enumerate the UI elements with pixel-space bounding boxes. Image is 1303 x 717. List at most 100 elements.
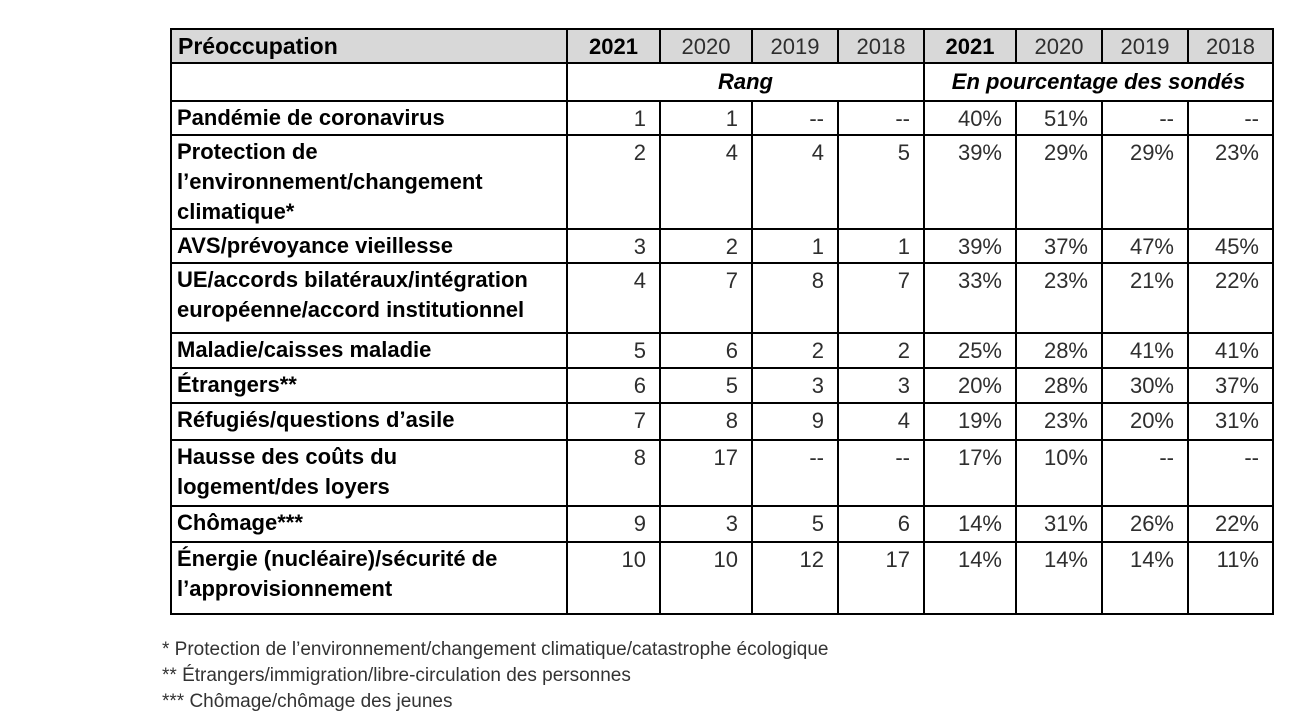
rank-cell: 9 (566, 505, 661, 543)
rank-cell: 2 (566, 134, 661, 230)
rank-cell: 5 (566, 332, 661, 369)
percent-cell: 29% (1015, 134, 1103, 230)
rank-cell: 12 (751, 541, 839, 615)
percent-cell: 29% (1101, 134, 1189, 230)
percent-cell: 26% (1101, 505, 1189, 543)
concern-label: Hausse des coûts du logement/des loyers (170, 439, 568, 507)
percent-cell: 41% (1187, 332, 1274, 369)
rank-cell: 17 (837, 541, 925, 615)
percent-cell: 45% (1187, 228, 1274, 264)
group-header-row: Rang En pourcentage des sondés (170, 62, 1274, 102)
percent-cell: 10% (1015, 439, 1103, 507)
column-header-year-pct-2019: 2019 (1101, 28, 1189, 64)
rank-cell: 5 (659, 367, 753, 404)
column-header-year-pct-2021: 2021 (923, 28, 1017, 64)
percent-cell: 51% (1015, 100, 1103, 136)
percent-cell: 22% (1187, 505, 1274, 543)
table-row: Pandémie de coronavirus 1 1 -- -- 40% 51… (170, 100, 1274, 136)
table-row: UE/accords bilatéraux/intégration europé… (170, 262, 1274, 334)
rank-cell: 2 (659, 228, 753, 264)
percent-cell: 28% (1015, 332, 1103, 369)
table-row: Chômage*** 9 3 5 6 14% 31% 26% 22% (170, 505, 1274, 543)
percent-cell: -- (1101, 439, 1189, 507)
column-header-year-pct-2020: 2020 (1015, 28, 1103, 64)
rank-cell: 1 (751, 228, 839, 264)
percent-cell: 11% (1187, 541, 1274, 615)
percent-cell: 14% (923, 505, 1017, 543)
concerns-table: Préoccupation 2021 2020 2019 2018 2021 2… (170, 28, 1274, 615)
percent-cell: 23% (1015, 402, 1103, 441)
percent-cell: 20% (1101, 402, 1189, 441)
percent-cell: 37% (1187, 367, 1274, 404)
rank-cell: 7 (566, 402, 661, 441)
group-header-percent: En pourcentage des sondés (923, 62, 1274, 102)
concern-label: Maladie/caisses maladie (170, 332, 568, 369)
rank-cell: 10 (566, 541, 661, 615)
footnote: *** Chômage/chômage des jeunes (162, 691, 453, 712)
concern-label: Étrangers** (170, 367, 568, 404)
rank-cell: -- (751, 100, 839, 136)
rank-cell: 8 (566, 439, 661, 507)
column-header-year-rank-2021: 2021 (566, 28, 661, 64)
table-row: Maladie/caisses maladie 5 6 2 2 25% 28% … (170, 332, 1274, 369)
percent-cell: -- (1187, 439, 1274, 507)
rank-cell: -- (837, 100, 925, 136)
table-row: Étrangers** 6 5 3 3 20% 28% 30% 37% (170, 367, 1274, 404)
rank-cell: 4 (837, 402, 925, 441)
concern-label: UE/accords bilatéraux/intégration europé… (170, 262, 568, 334)
column-header-year-pct-2018: 2018 (1187, 28, 1274, 64)
concern-label: AVS/prévoyance vieillesse (170, 228, 568, 264)
percent-cell: 23% (1015, 262, 1103, 334)
percent-cell: 14% (923, 541, 1017, 615)
rank-cell: 10 (659, 541, 753, 615)
rank-cell: 2 (751, 332, 839, 369)
column-header-year-rank-2020: 2020 (659, 28, 753, 64)
concern-label: Réfugiés/questions d’asile (170, 402, 568, 441)
concern-label: Chômage*** (170, 505, 568, 543)
percent-cell: -- (1187, 100, 1274, 136)
footnote: ** Étrangers/immigration/libre-circulati… (162, 665, 631, 686)
table-row: Hausse des coûts du logement/des loyers … (170, 439, 1274, 507)
percent-cell: 22% (1187, 262, 1274, 334)
rank-cell: 6 (837, 505, 925, 543)
percent-cell: 37% (1015, 228, 1103, 264)
column-header-year-rank-2019: 2019 (751, 28, 839, 64)
percent-cell: 21% (1101, 262, 1189, 334)
rank-cell: 1 (566, 100, 661, 136)
concern-label: Pandémie de coronavirus (170, 100, 568, 136)
percent-cell: 47% (1101, 228, 1189, 264)
percent-cell: 39% (923, 134, 1017, 230)
rank-cell: 4 (751, 134, 839, 230)
rank-cell: 1 (837, 228, 925, 264)
percent-cell: 14% (1015, 541, 1103, 615)
percent-cell: 41% (1101, 332, 1189, 369)
rank-cell: 9 (751, 402, 839, 441)
footnote: * Protection de l’environnement/changeme… (162, 639, 829, 660)
percent-cell: 14% (1101, 541, 1189, 615)
table-row: AVS/prévoyance vieillesse 3 2 1 1 39% 37… (170, 228, 1274, 264)
group-header-rank: Rang (566, 62, 925, 102)
rank-cell: 8 (659, 402, 753, 441)
concern-label: Énergie (nucléaire)/sécurité de l’approv… (170, 541, 568, 615)
concern-label: Protection de l’environnement/changement… (170, 134, 568, 230)
percent-cell: 30% (1101, 367, 1189, 404)
rank-cell: -- (837, 439, 925, 507)
percent-cell: 19% (923, 402, 1017, 441)
rank-cell: 3 (659, 505, 753, 543)
percent-cell: 28% (1015, 367, 1103, 404)
percent-cell: 31% (1015, 505, 1103, 543)
empty-cell (170, 62, 568, 102)
rank-cell: 5 (837, 134, 925, 230)
rank-cell: 2 (837, 332, 925, 369)
percent-cell: 31% (1187, 402, 1274, 441)
percent-cell: 39% (923, 228, 1017, 264)
rank-cell: 17 (659, 439, 753, 507)
percent-cell: 17% (923, 439, 1017, 507)
footnotes: * Protection de l’environnement/changeme… (162, 637, 828, 715)
table-row: Réfugiés/questions d’asile 7 8 9 4 19% 2… (170, 402, 1274, 441)
rank-cell: 3 (837, 367, 925, 404)
rank-cell: 7 (837, 262, 925, 334)
column-header-preoccupation: Préoccupation (170, 28, 568, 64)
rank-cell: 7 (659, 262, 753, 334)
